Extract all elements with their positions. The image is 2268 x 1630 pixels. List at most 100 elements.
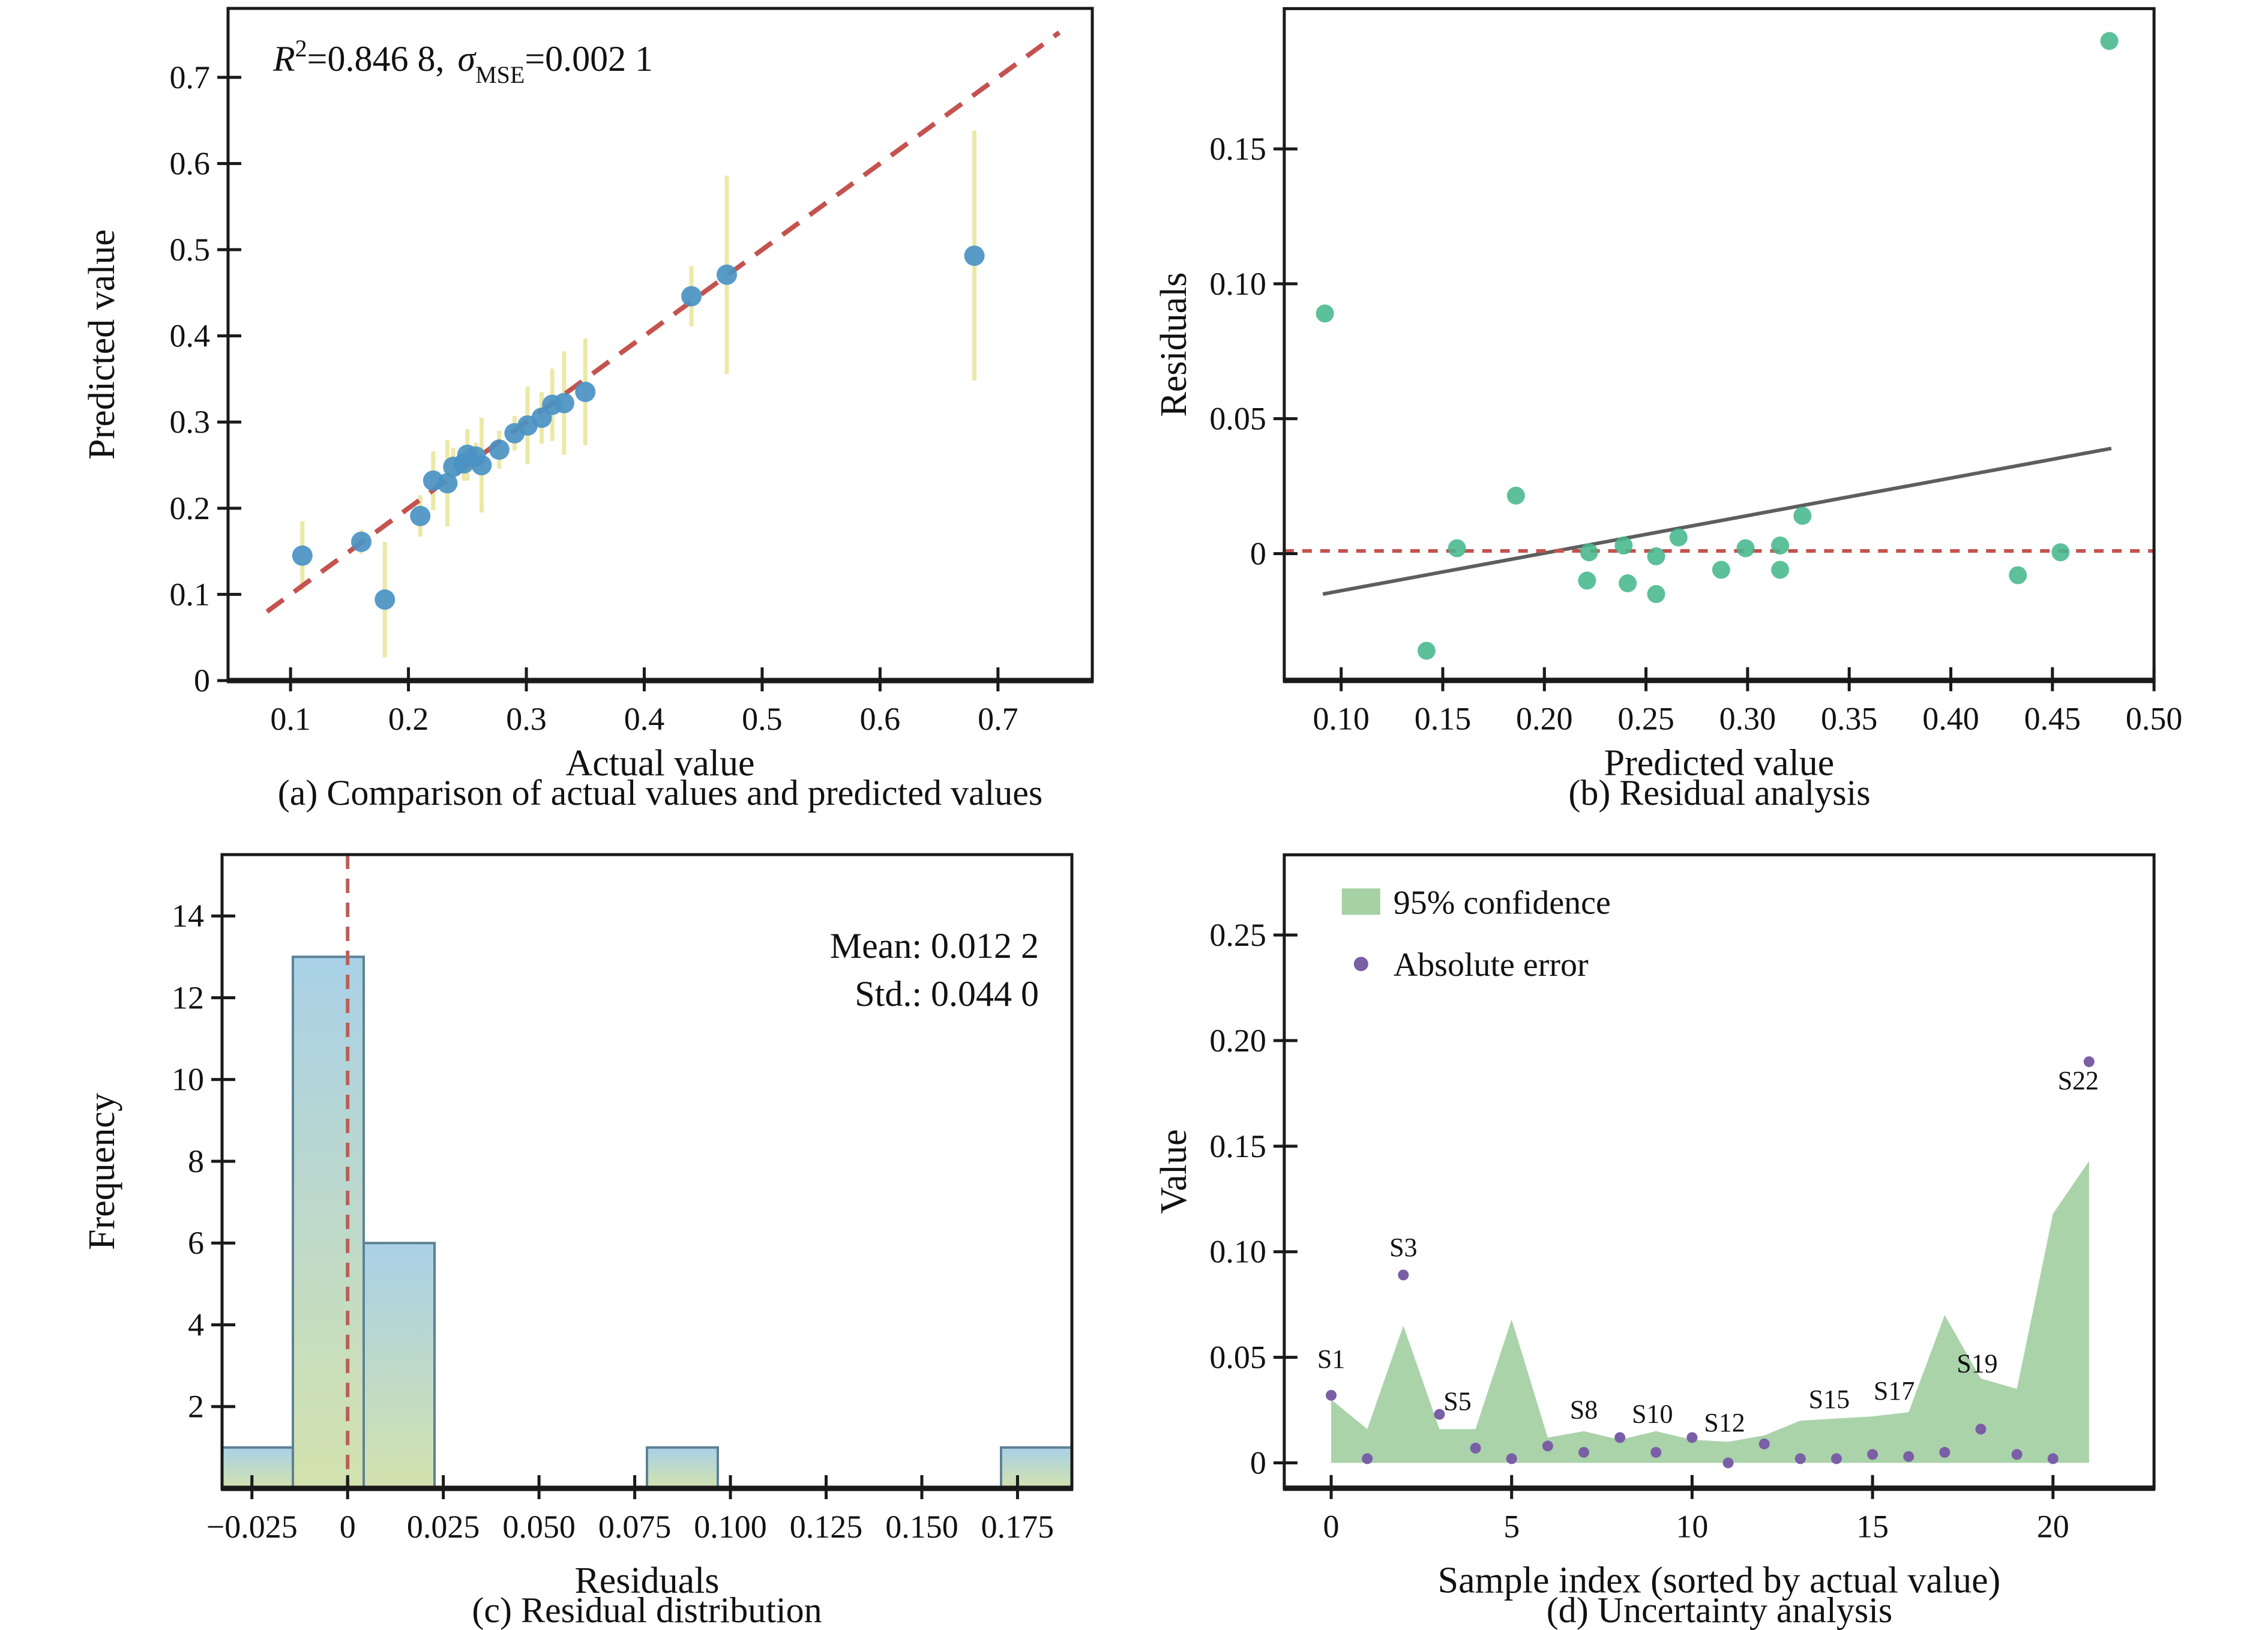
x-axis-label: Sample index (sorted by actual value)	[1438, 1560, 2001, 1601]
y-tick-label: 10	[172, 1062, 204, 1098]
data-point	[471, 455, 492, 476]
data-point	[1448, 539, 1466, 558]
data-point	[1771, 561, 1790, 579]
x-tick-label: 5	[1503, 1509, 1520, 1545]
histogram-bar	[1000, 1446, 1073, 1490]
subplot-b: 0.10 0.15 0.20 0.25 0.30 0.35 0.40 0.45 0.50 0 0.0…	[1134, 0, 2268, 815]
data-point	[1506, 486, 1525, 505]
x-tick-label: 0.2	[388, 701, 429, 737]
x-tick-label: 0.150	[885, 1509, 958, 1545]
chart-d-uncertainty-analysis: S1 S3 S5 S8 S10 S12 S15 S17 S19 S22 0 5 10 15 20 0 0.05 0…	[1154, 853, 2156, 1601]
x-tick-label: 0.175	[981, 1509, 1054, 1545]
subplot-c: −0.025 0 0.025 0.050 0.075 0.100 0.125 0.150 0.1…	[0, 815, 1134, 1630]
error-point	[1867, 1449, 1878, 1460]
sample-labels: S1 S3 S5 S8 S10 S12 S15 S17 S19 S22	[1317, 1066, 2099, 1437]
x-tick-label: 0.075	[598, 1509, 672, 1545]
y-tick-label: 0.05	[1209, 1340, 1266, 1376]
histogram-bar	[362, 1242, 436, 1490]
error-point	[1758, 1438, 1770, 1449]
x-tick-label: 0.6	[860, 701, 901, 737]
x-tick-label: 0.125	[790, 1509, 863, 1545]
error-point	[2011, 1449, 2023, 1460]
data-point	[1578, 571, 1596, 590]
error-point	[2047, 1453, 2059, 1464]
data-point	[964, 245, 985, 266]
caption-d: (d) Uncertainty analysis	[1546, 1590, 1893, 1630]
legend-confidence-label: 95% confidence	[1394, 884, 1611, 921]
y-axis-label: Residuals	[1154, 272, 1194, 417]
sample-label: S17	[1874, 1376, 1915, 1406]
data-point	[553, 392, 574, 414]
y-axis-label: Predicted value	[82, 229, 122, 460]
error-point	[1470, 1442, 1481, 1454]
data-point	[575, 381, 596, 402]
x-axis-label: Actual value	[565, 743, 754, 784]
y-tick-label: 0.7	[170, 59, 211, 95]
y-tick-label: 0.25	[1209, 917, 1266, 953]
sample-label: S1	[1317, 1344, 1345, 1374]
histogram-bar	[646, 1446, 719, 1490]
y-tick-label: 0.10	[1209, 1234, 1266, 1270]
x-tick-label: 0.50	[2126, 701, 2182, 737]
data-point	[1712, 561, 1730, 579]
data-point	[681, 286, 702, 307]
sample-label: S22	[2058, 1066, 2099, 1095]
x-axis-label: Residuals	[574, 1560, 719, 1601]
subplot-a: 0.1 0.2 0.3 0.4 0.5 0.6 0.7 0 0.1 0.2 0.3 0.4 0.5 0.6…	[0, 0, 1134, 815]
y-tick-label: 0	[194, 663, 210, 699]
data-point	[489, 439, 510, 460]
data-point	[1771, 536, 1790, 555]
data-point	[2009, 566, 2027, 585]
x-tick-label: 0.15	[1415, 701, 1471, 737]
legend-error-swatch	[1353, 957, 1368, 972]
x-tick-label: 0.050	[502, 1509, 576, 1545]
histogram-bars	[221, 955, 1073, 1490]
data-point	[1669, 528, 1688, 547]
x-tick-label: 0.45	[2024, 701, 2081, 737]
x-tick-label: 20	[2037, 1509, 2069, 1545]
errorbars	[300, 130, 977, 658]
chart-a-actual-vs-predicted: 0.1 0.2 0.3 0.4 0.5 0.6 0.7 0 0.1 0.2 0.3 0.4 0.5 0.6…	[82, 7, 1094, 784]
scatter-points	[1316, 32, 2119, 660]
data-point	[1316, 304, 1334, 323]
r2-sigma-annotation: R2=0.846 8, σMSE=0.002 1	[272, 35, 653, 88]
y-tick-label: 12	[172, 979, 204, 1015]
x-tick-label: 10	[1676, 1509, 1708, 1545]
x-tick-label: 0.100	[694, 1509, 767, 1545]
data-point	[350, 531, 371, 552]
legend-error-label: Absolute error	[1394, 946, 1589, 984]
y-tick-label: 0.20	[1209, 1023, 1266, 1059]
error-point	[1794, 1453, 1806, 1464]
error-point	[1830, 1453, 1842, 1464]
y-tick-label: 0.4	[170, 318, 211, 354]
y-tick-label: 0.2	[170, 490, 211, 526]
data-point	[1736, 539, 1755, 558]
data-point	[292, 545, 313, 566]
error-point	[1398, 1269, 1409, 1281]
data-point	[1619, 574, 1637, 592]
y-tick-label: 14	[172, 898, 204, 934]
y-tick-label: 0.6	[170, 145, 211, 181]
y-tick-label: 0.5	[170, 232, 211, 268]
x-tick-label: 0.5	[742, 701, 783, 737]
caption-a: (a) Comparison of actual values and pred…	[277, 773, 1043, 813]
error-point	[1326, 1389, 1337, 1401]
y-tick-label: 0	[1250, 1445, 1266, 1481]
y-tick-label: 4	[188, 1307, 204, 1343]
y-axis-label: Value	[1154, 1129, 1194, 1214]
data-point	[1580, 543, 1598, 562]
x-tick-label: 0.25	[1617, 701, 1674, 737]
x-tick-label: 0.1	[270, 701, 311, 737]
histogram-bar	[292, 955, 365, 1490]
sample-label: S3	[1389, 1233, 1417, 1262]
y-tick-label: 0.15	[1209, 1128, 1266, 1164]
data-point	[437, 473, 458, 494]
identity-line	[265, 30, 1061, 614]
x-tick-label: 0.025	[407, 1509, 480, 1545]
data-point	[374, 589, 396, 610]
data-point	[410, 505, 431, 526]
caption-b: (b) Residual analysis	[1568, 773, 1871, 813]
sample-label: S12	[1704, 1408, 1745, 1437]
error-point	[1722, 1457, 1734, 1469]
data-point	[1647, 547, 1665, 565]
